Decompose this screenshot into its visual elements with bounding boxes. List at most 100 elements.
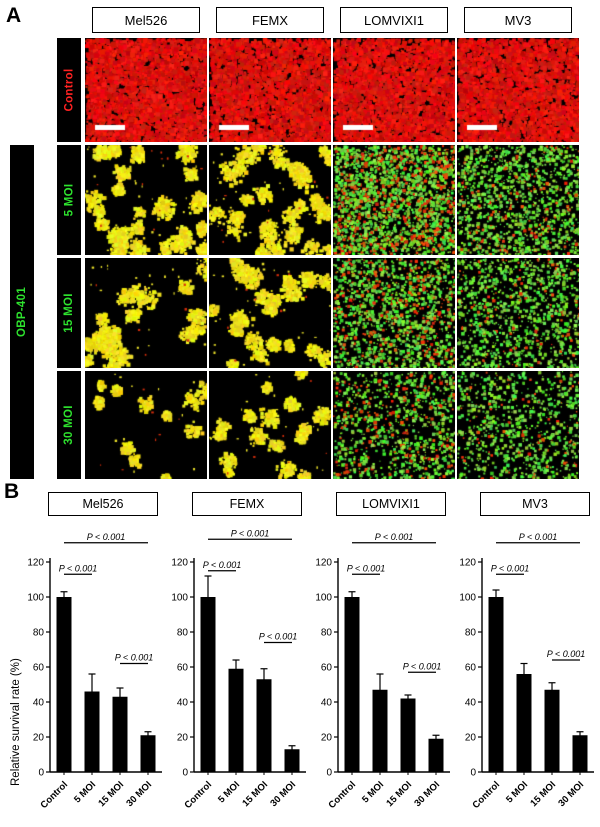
svg-text:5 MOI: 5 MOI (216, 779, 242, 805)
micrograph-femx-row0 (209, 38, 331, 142)
svg-text:20: 20 (321, 733, 333, 744)
svg-text:120: 120 (459, 558, 476, 569)
svg-text:100: 100 (171, 593, 188, 604)
svg-text:0: 0 (326, 768, 332, 779)
svg-text:P < 0.001: P < 0.001 (231, 528, 269, 538)
svg-text:80: 80 (465, 628, 477, 639)
svg-text:P < 0.001: P < 0.001 (547, 649, 585, 659)
svg-text:P < 0.001: P < 0.001 (375, 532, 413, 542)
svg-text:15 MOI: 15 MOI (384, 779, 414, 809)
svg-text:P < 0.001: P < 0.001 (203, 560, 241, 570)
svg-text:Control: Control (182, 779, 214, 811)
svg-text:30 MOI: 30 MOI (556, 779, 586, 809)
svg-text:0: 0 (182, 768, 188, 779)
svg-text:30 MOI: 30 MOI (412, 779, 442, 809)
svg-text:100: 100 (27, 593, 44, 604)
svg-text:30 MOI: 30 MOI (268, 779, 298, 809)
micrograph-lomvixi1-row2 (333, 258, 455, 368)
moi5-row-label: 5 MOI (57, 145, 81, 255)
svg-text:P < 0.001: P < 0.001 (347, 563, 385, 573)
chart-block-femx: FEMX 0 20 40 60 80 100 120 Control 5 MOI 15 MOI 30… (166, 492, 310, 824)
svg-text:5 MOI: 5 MOI (72, 779, 98, 805)
micrograph-lomvixi1-row1 (333, 145, 455, 255)
svg-text:5 MOI: 5 MOI (504, 779, 530, 805)
svg-text:60: 60 (33, 663, 45, 674)
chart-block-mv3: MV3 0 20 40 60 80 100 120 Control 5 MOI 15 MOI 30 … (454, 492, 598, 824)
panel-b-label: B (4, 480, 20, 503)
svg-text:100: 100 (459, 593, 476, 604)
micrograph-grid (85, 38, 579, 479)
panel-a-label: A (6, 4, 22, 27)
micrograph-femx-row1 (209, 145, 331, 255)
chart-block-mel526: Mel526 0 20 40 60 80 100 120 Control 5 MOI 15 MOI… (22, 492, 166, 824)
svg-text:40: 40 (33, 698, 45, 709)
svg-text:40: 40 (321, 698, 333, 709)
svg-text:30 MOI: 30 MOI (124, 779, 154, 809)
moi30-row-label-text: 30 MOI (63, 405, 76, 445)
micrograph-mv3-row0 (457, 38, 579, 142)
svg-text:120: 120 (27, 558, 44, 569)
column-header-lomvixi1: LOMVIXI1 (340, 7, 448, 33)
control-row-label-text: Control (63, 68, 76, 112)
svg-text:80: 80 (177, 628, 189, 639)
svg-text:15 MOI: 15 MOI (240, 779, 270, 809)
svg-text:60: 60 (465, 663, 477, 674)
micrograph-mel526-row0 (85, 38, 207, 142)
svg-text:0: 0 (38, 768, 44, 779)
moi15-row-label-text: 15 MOI (63, 293, 76, 333)
column-header-femx: FEMX (216, 7, 324, 33)
y-axis-title: Relative survival rate (%) (10, 658, 22, 786)
svg-text:60: 60 (177, 663, 189, 674)
micrograph-mv3-row1 (457, 145, 579, 255)
moi30-row-label: 30 MOI (57, 371, 81, 479)
column-header-mel526: Mel526 (92, 7, 200, 33)
svg-text:15 MOI: 15 MOI (96, 779, 126, 809)
svg-text:P < 0.001: P < 0.001 (59, 563, 97, 573)
micrograph-mv3-row2 (457, 258, 579, 368)
svg-text:20: 20 (33, 733, 45, 744)
svg-text:Control: Control (470, 779, 502, 811)
svg-text:0: 0 (470, 768, 476, 779)
micrograph-femx-row3 (209, 371, 331, 479)
svg-text:P < 0.001: P < 0.001 (87, 532, 125, 542)
svg-text:P < 0.001: P < 0.001 (491, 563, 529, 573)
svg-text:15 MOI: 15 MOI (528, 779, 558, 809)
chart-title-mel526: Mel526 (48, 492, 158, 516)
svg-text:P < 0.001: P < 0.001 (259, 632, 297, 642)
svg-text:100: 100 (315, 593, 332, 604)
micrograph-mel526-row1 (85, 145, 207, 255)
svg-text:Control: Control (38, 779, 70, 811)
svg-text:120: 120 (315, 558, 332, 569)
moi5-row-label-text: 5 MOI (63, 183, 75, 217)
svg-text:5 MOI: 5 MOI (360, 779, 386, 805)
moi15-row-label: 15 MOI (57, 258, 81, 368)
svg-text:Control: Control (326, 779, 358, 811)
svg-text:P < 0.001: P < 0.001 (519, 532, 557, 542)
svg-text:80: 80 (321, 628, 333, 639)
chart-title-femx: FEMX (192, 492, 302, 516)
chart-block-lomvixi1: LOMVIXI1 0 20 40 60 80 100 120 Control 5 MOI 15 M… (310, 492, 454, 824)
micrograph-lomvixi1-row0 (333, 38, 455, 142)
micrograph-mel526-row2 (85, 258, 207, 368)
svg-text:60: 60 (321, 663, 333, 674)
micrograph-femx-row2 (209, 258, 331, 368)
svg-text:80: 80 (33, 628, 45, 639)
micrograph-mv3-row3 (457, 371, 579, 479)
svg-text:120: 120 (171, 558, 188, 569)
control-row-label: Control (57, 38, 81, 142)
obp401-group-label-text: OBP-401 (16, 286, 29, 338)
obp401-group-label: OBP-401 (10, 145, 34, 479)
svg-text:P < 0.001: P < 0.001 (403, 661, 441, 671)
svg-text:20: 20 (177, 733, 189, 744)
svg-text:40: 40 (465, 698, 477, 709)
micrograph-lomvixi1-row3 (333, 371, 455, 479)
svg-text:P < 0.001: P < 0.001 (115, 653, 153, 663)
svg-text:20: 20 (465, 733, 477, 744)
micrograph-mel526-row3 (85, 371, 207, 479)
chart-title-mv3: MV3 (480, 492, 590, 516)
